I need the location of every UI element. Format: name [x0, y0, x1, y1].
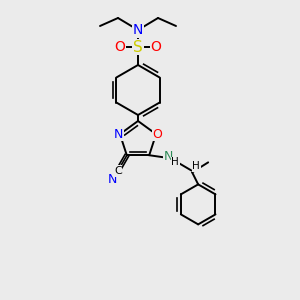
Text: C: C	[114, 166, 122, 176]
Text: O: O	[151, 40, 161, 54]
Text: H: H	[192, 161, 200, 171]
Text: H: H	[171, 158, 179, 167]
Text: N: N	[133, 23, 143, 37]
Text: N: N	[164, 150, 173, 163]
Text: N: N	[114, 128, 124, 141]
Text: O: O	[115, 40, 125, 54]
Text: O: O	[152, 128, 162, 141]
Text: S: S	[133, 40, 143, 55]
Text: N: N	[108, 173, 118, 186]
